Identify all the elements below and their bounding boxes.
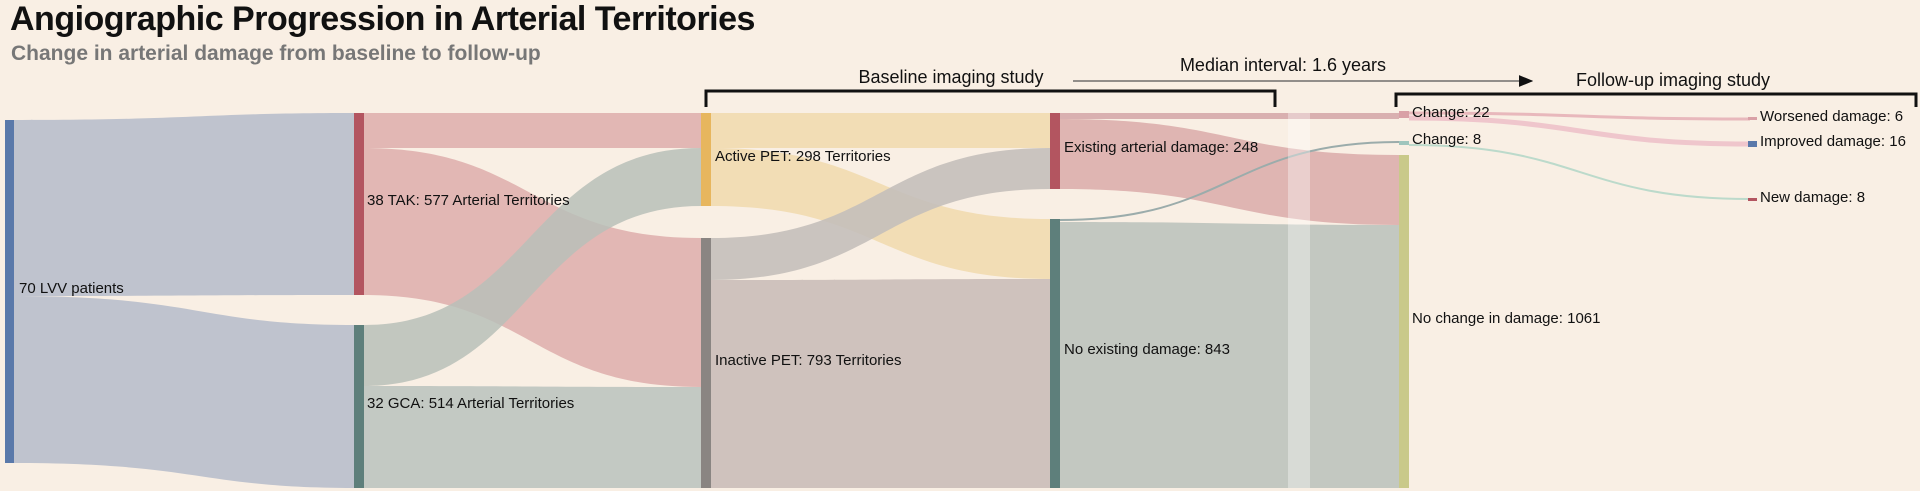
node-newdmg: [1748, 198, 1757, 201]
node-change8: [1399, 141, 1409, 145]
node-change22: [1399, 111, 1409, 118]
node-inactive: [701, 238, 711, 488]
links-stage-5: [1408, 111, 1751, 200]
interval-band: [1288, 113, 1310, 488]
label-noexist: No existing damage: 843: [1064, 341, 1230, 358]
node-noexist: [1050, 219, 1060, 488]
links-stage-4: [1059, 113, 1400, 488]
label-existing: Existing arterial damage: 248: [1064, 139, 1258, 156]
node-gca: [354, 325, 364, 488]
label-lvv: 70 LVV patients: [19, 280, 124, 297]
links-stage-2: [364, 113, 701, 488]
node-improved: [1748, 141, 1757, 147]
node-active: [701, 113, 711, 206]
node-existing: [1050, 113, 1060, 189]
link-change22-improved: [1408, 115, 1751, 147]
annotations: Baseline imaging study Median interval: …: [704, 55, 1918, 107]
page-subtitle: Change in arterial damage from baseline …: [11, 42, 541, 65]
label-improved: Improved damage: 16: [1760, 133, 1906, 150]
label-nochange: No change in damage: 1061: [1412, 310, 1600, 327]
link-inactive-noexist: [711, 279, 1050, 488]
interval-label: Median interval: 1.6 years: [1180, 55, 1386, 75]
label-inactive: Inactive PET: 793 Territories: [715, 352, 901, 369]
link-change8-new: [1408, 144, 1751, 200]
page-title: Angiographic Progression in Arterial Ter…: [10, 0, 755, 38]
link-lvv-gca: [13, 296, 354, 488]
link-lvv-tak: [13, 113, 354, 296]
link-gca-inactive: [364, 386, 701, 488]
label-tak: 38 TAK: 577 Arterial Territories: [367, 192, 570, 209]
label-change8: Change: 8: [1412, 131, 1481, 148]
node-worsened: [1748, 117, 1757, 120]
followup-label: Follow-up imaging study: [1576, 70, 1770, 90]
label-active: Active PET: 298 Territories: [715, 148, 891, 165]
label-gca: 32 GCA: 514 Arterial Territories: [367, 395, 574, 412]
link-noexist-change8: [1059, 141, 1400, 221]
links-stage-3: [711, 113, 1050, 488]
node-lvv: [5, 120, 14, 463]
link-inactive-existing: [711, 148, 1050, 280]
link-noexist-nochange: [1060, 222, 1399, 488]
node-tak: [354, 113, 364, 295]
link-gca-active: [364, 148, 701, 386]
links-stage-1: [13, 113, 354, 488]
link-existing-nochange: [1060, 119, 1399, 225]
label-change22: Change: 22: [1412, 104, 1490, 121]
link-active-existing: [711, 113, 1050, 148]
label-worsened: Worsened damage: 6: [1760, 108, 1903, 125]
link-change22-worsened: [1408, 111, 1751, 121]
followup-bracket: [1394, 92, 1918, 107]
link-tak-active: [364, 113, 701, 148]
link-existing-change22: [1060, 113, 1399, 119]
baseline-label: Baseline imaging study: [858, 67, 1043, 87]
baseline-bracket: [704, 89, 1277, 107]
node-nochange: [1399, 155, 1409, 488]
node-labels: 70 LVV patients 38 TAK: 577 Arterial Ter…: [19, 104, 1906, 412]
label-newdmg: New damage: 8: [1760, 189, 1865, 206]
nodes: [5, 111, 1757, 488]
